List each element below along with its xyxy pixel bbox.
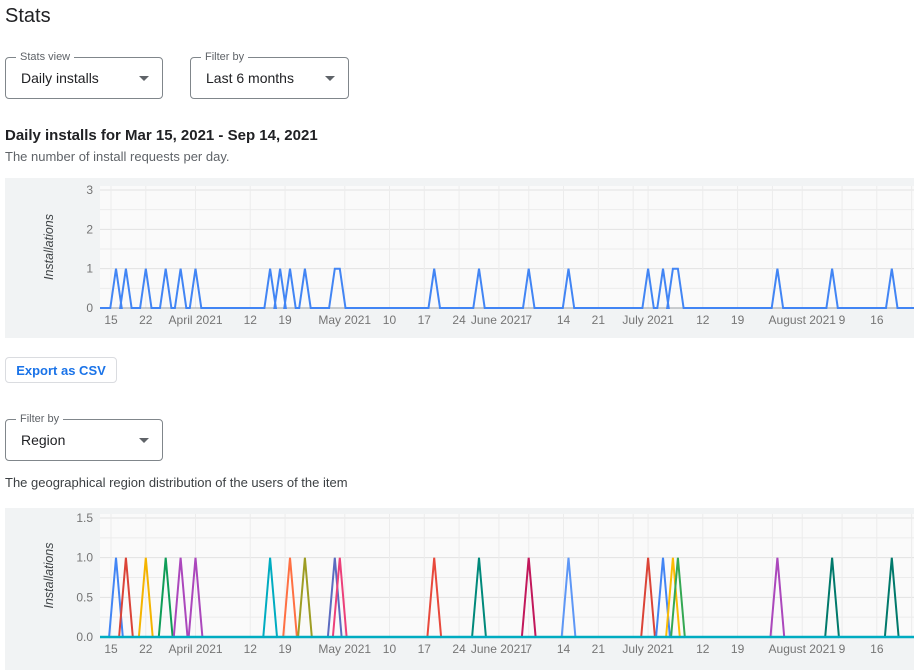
filter-region-dropdown-label: Filter by <box>16 413 64 425</box>
svg-text:August 2021: August 2021 <box>769 313 837 327</box>
svg-text:August 2021: August 2021 <box>769 642 837 656</box>
svg-text:April 2021: April 2021 <box>169 313 223 327</box>
filter-region-dropdown-value: Region <box>21 432 66 448</box>
svg-text:April 2021: April 2021 <box>169 642 223 656</box>
svg-text:7: 7 <box>525 313 532 327</box>
svg-text:16: 16 <box>870 642 884 656</box>
svg-text:21: 21 <box>592 642 606 656</box>
export-csv-button[interactable]: Export as CSV <box>5 357 117 383</box>
svg-text:1.5: 1.5 <box>76 511 93 525</box>
svg-text:17: 17 <box>418 313 432 327</box>
chevron-down-icon <box>139 76 149 81</box>
region-distribution-chart: 0.0 0.5 1.0 1.5 15 22 April 2021 12 19 May 2021 10… <box>5 508 914 670</box>
stats-view-dropdown[interactable]: Stats view Daily installs <box>5 51 163 99</box>
svg-text:24: 24 <box>452 642 466 656</box>
y-axis-title: Installations <box>42 542 56 608</box>
svg-text:July 2021: July 2021 <box>622 313 674 327</box>
region-distribution-svg: 0.0 0.5 1.0 1.5 15 22 April 2021 12 19 May 2021 10… <box>42 511 914 656</box>
svg-text:19: 19 <box>278 642 292 656</box>
svg-text:9: 9 <box>839 313 846 327</box>
svg-text:12: 12 <box>696 313 710 327</box>
svg-text:1.0: 1.0 <box>76 551 93 565</box>
svg-text:24: 24 <box>452 313 466 327</box>
svg-text:15: 15 <box>104 642 118 656</box>
svg-text:2: 2 <box>86 222 93 236</box>
svg-text:May 2021: May 2021 <box>318 313 371 327</box>
filter-period-dropdown-label: Filter by <box>201 51 249 63</box>
svg-text:10: 10 <box>383 642 397 656</box>
daily-installs-chart: 0 1 2 3 15 22 April 2021 12 19 May 2021 10 17 24 June… <box>5 178 914 338</box>
region-description: The geographical region distribution of … <box>5 475 348 490</box>
svg-text:12: 12 <box>244 313 258 327</box>
filter-period-dropdown-value: Last 6 months <box>206 70 294 86</box>
y-axis-title: Installations <box>42 214 56 280</box>
svg-text:14: 14 <box>557 313 571 327</box>
svg-text:0.5: 0.5 <box>76 590 93 604</box>
page-title: Stats <box>5 5 51 27</box>
svg-text:14: 14 <box>557 642 571 656</box>
svg-text:3: 3 <box>86 183 93 197</box>
installs-heading: Daily installs for Mar 15, 2021 - Sep 14… <box>5 127 318 144</box>
svg-text:June 2021: June 2021 <box>471 642 527 656</box>
svg-text:0.0: 0.0 <box>76 630 93 644</box>
svg-text:19: 19 <box>731 642 745 656</box>
svg-text:15: 15 <box>104 313 118 327</box>
filter-period-dropdown[interactable]: Filter by Last 6 months <box>190 51 349 99</box>
svg-text:12: 12 <box>696 642 710 656</box>
svg-text:22: 22 <box>139 642 153 656</box>
svg-text:7: 7 <box>525 642 532 656</box>
svg-text:16: 16 <box>870 313 884 327</box>
svg-text:19: 19 <box>278 313 292 327</box>
chevron-down-icon <box>139 438 149 443</box>
svg-text:June 2021: June 2021 <box>471 313 527 327</box>
svg-text:0: 0 <box>86 301 93 315</box>
svg-text:July 2021: July 2021 <box>622 642 674 656</box>
svg-text:17: 17 <box>418 642 432 656</box>
svg-text:21: 21 <box>592 313 606 327</box>
svg-text:1: 1 <box>86 262 93 276</box>
svg-text:19: 19 <box>731 313 745 327</box>
filter-region-dropdown[interactable]: Filter by Region <box>5 413 163 461</box>
svg-text:10: 10 <box>383 313 397 327</box>
stats-view-dropdown-label: Stats view <box>16 51 75 63</box>
chevron-down-icon <box>325 76 335 81</box>
svg-text:12: 12 <box>244 642 258 656</box>
installs-subheading: The number of install requests per day. <box>5 149 230 164</box>
svg-text:22: 22 <box>139 313 153 327</box>
svg-text:9: 9 <box>839 642 846 656</box>
stats-view-dropdown-value: Daily installs <box>21 70 99 86</box>
svg-text:May 2021: May 2021 <box>318 642 371 656</box>
